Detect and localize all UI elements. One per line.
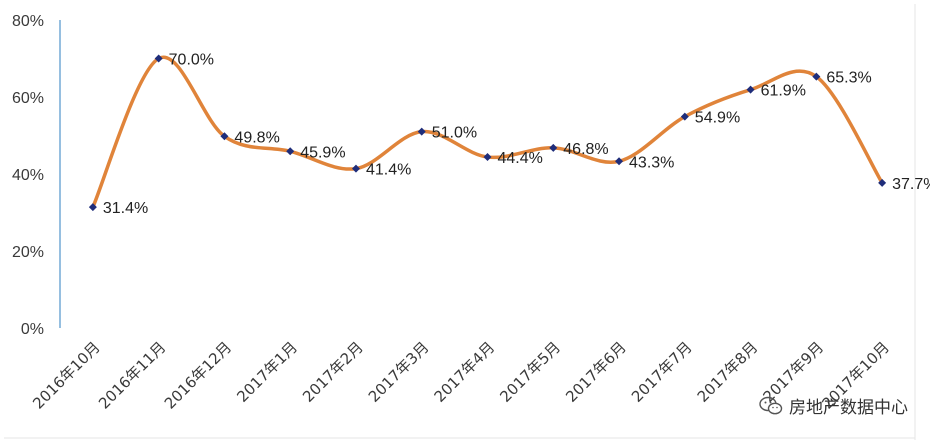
data-point-marker bbox=[549, 143, 558, 152]
y-tick-label: 80% bbox=[12, 13, 44, 30]
data-point-marker bbox=[812, 72, 821, 81]
data-point-marker bbox=[746, 85, 755, 94]
data-point-marker bbox=[417, 127, 426, 136]
data-point-marker bbox=[878, 178, 887, 187]
data-label: 43.3% bbox=[629, 154, 674, 171]
data-point-marker bbox=[483, 153, 492, 162]
data-label: 61.9% bbox=[761, 83, 806, 100]
data-label: 65.3% bbox=[826, 70, 871, 87]
x-tick-label: 2017年1月 bbox=[233, 338, 301, 406]
data-label: 51.0% bbox=[432, 125, 477, 142]
x-tick-label: 2017年6月 bbox=[562, 338, 630, 406]
x-tick-label: 2017年3月 bbox=[365, 338, 433, 406]
data-point-marker bbox=[615, 157, 624, 166]
x-tick-label: 2017年4月 bbox=[431, 338, 499, 406]
data-point-marker bbox=[680, 112, 689, 121]
y-tick-label: 40% bbox=[12, 167, 44, 184]
series-line bbox=[91, 55, 884, 209]
y-tick-label: 0% bbox=[21, 321, 44, 338]
x-tick-label: 2017年8月 bbox=[694, 338, 762, 406]
x-tick-label: 2017年2月 bbox=[299, 338, 367, 406]
data-point-marker bbox=[286, 147, 295, 156]
x-tick-label: 2016年11月 bbox=[95, 338, 169, 412]
x-tick-label: 2017年7月 bbox=[628, 338, 696, 406]
data-label: 37.7% bbox=[892, 176, 930, 193]
data-point-marker bbox=[351, 164, 360, 173]
wechat-icon bbox=[759, 396, 783, 414]
data-point-marker bbox=[220, 132, 229, 141]
data-label: 70.0% bbox=[169, 52, 214, 69]
x-tick-label: 2017年5月 bbox=[496, 338, 564, 406]
data-label: 49.8% bbox=[234, 129, 279, 146]
data-label: 45.9% bbox=[300, 144, 345, 161]
brand-text: 房地产数据中心 bbox=[789, 398, 908, 418]
data-label: 44.4% bbox=[498, 150, 543, 167]
data-point-marker bbox=[88, 203, 97, 212]
x-tick-label: 2016年12月 bbox=[161, 338, 235, 412]
data-label: 31.4% bbox=[103, 200, 148, 217]
data-label: 41.4% bbox=[366, 162, 411, 179]
data-label: 46.8% bbox=[563, 141, 608, 158]
data-label: 54.9% bbox=[695, 110, 740, 127]
x-tick-label: 2016年10月 bbox=[29, 338, 103, 412]
brand-watermark: 房地产数据中心 bbox=[759, 393, 908, 418]
y-tick-label: 60% bbox=[12, 90, 44, 107]
data-point-marker bbox=[154, 54, 163, 63]
y-tick-label: 20% bbox=[12, 244, 44, 261]
